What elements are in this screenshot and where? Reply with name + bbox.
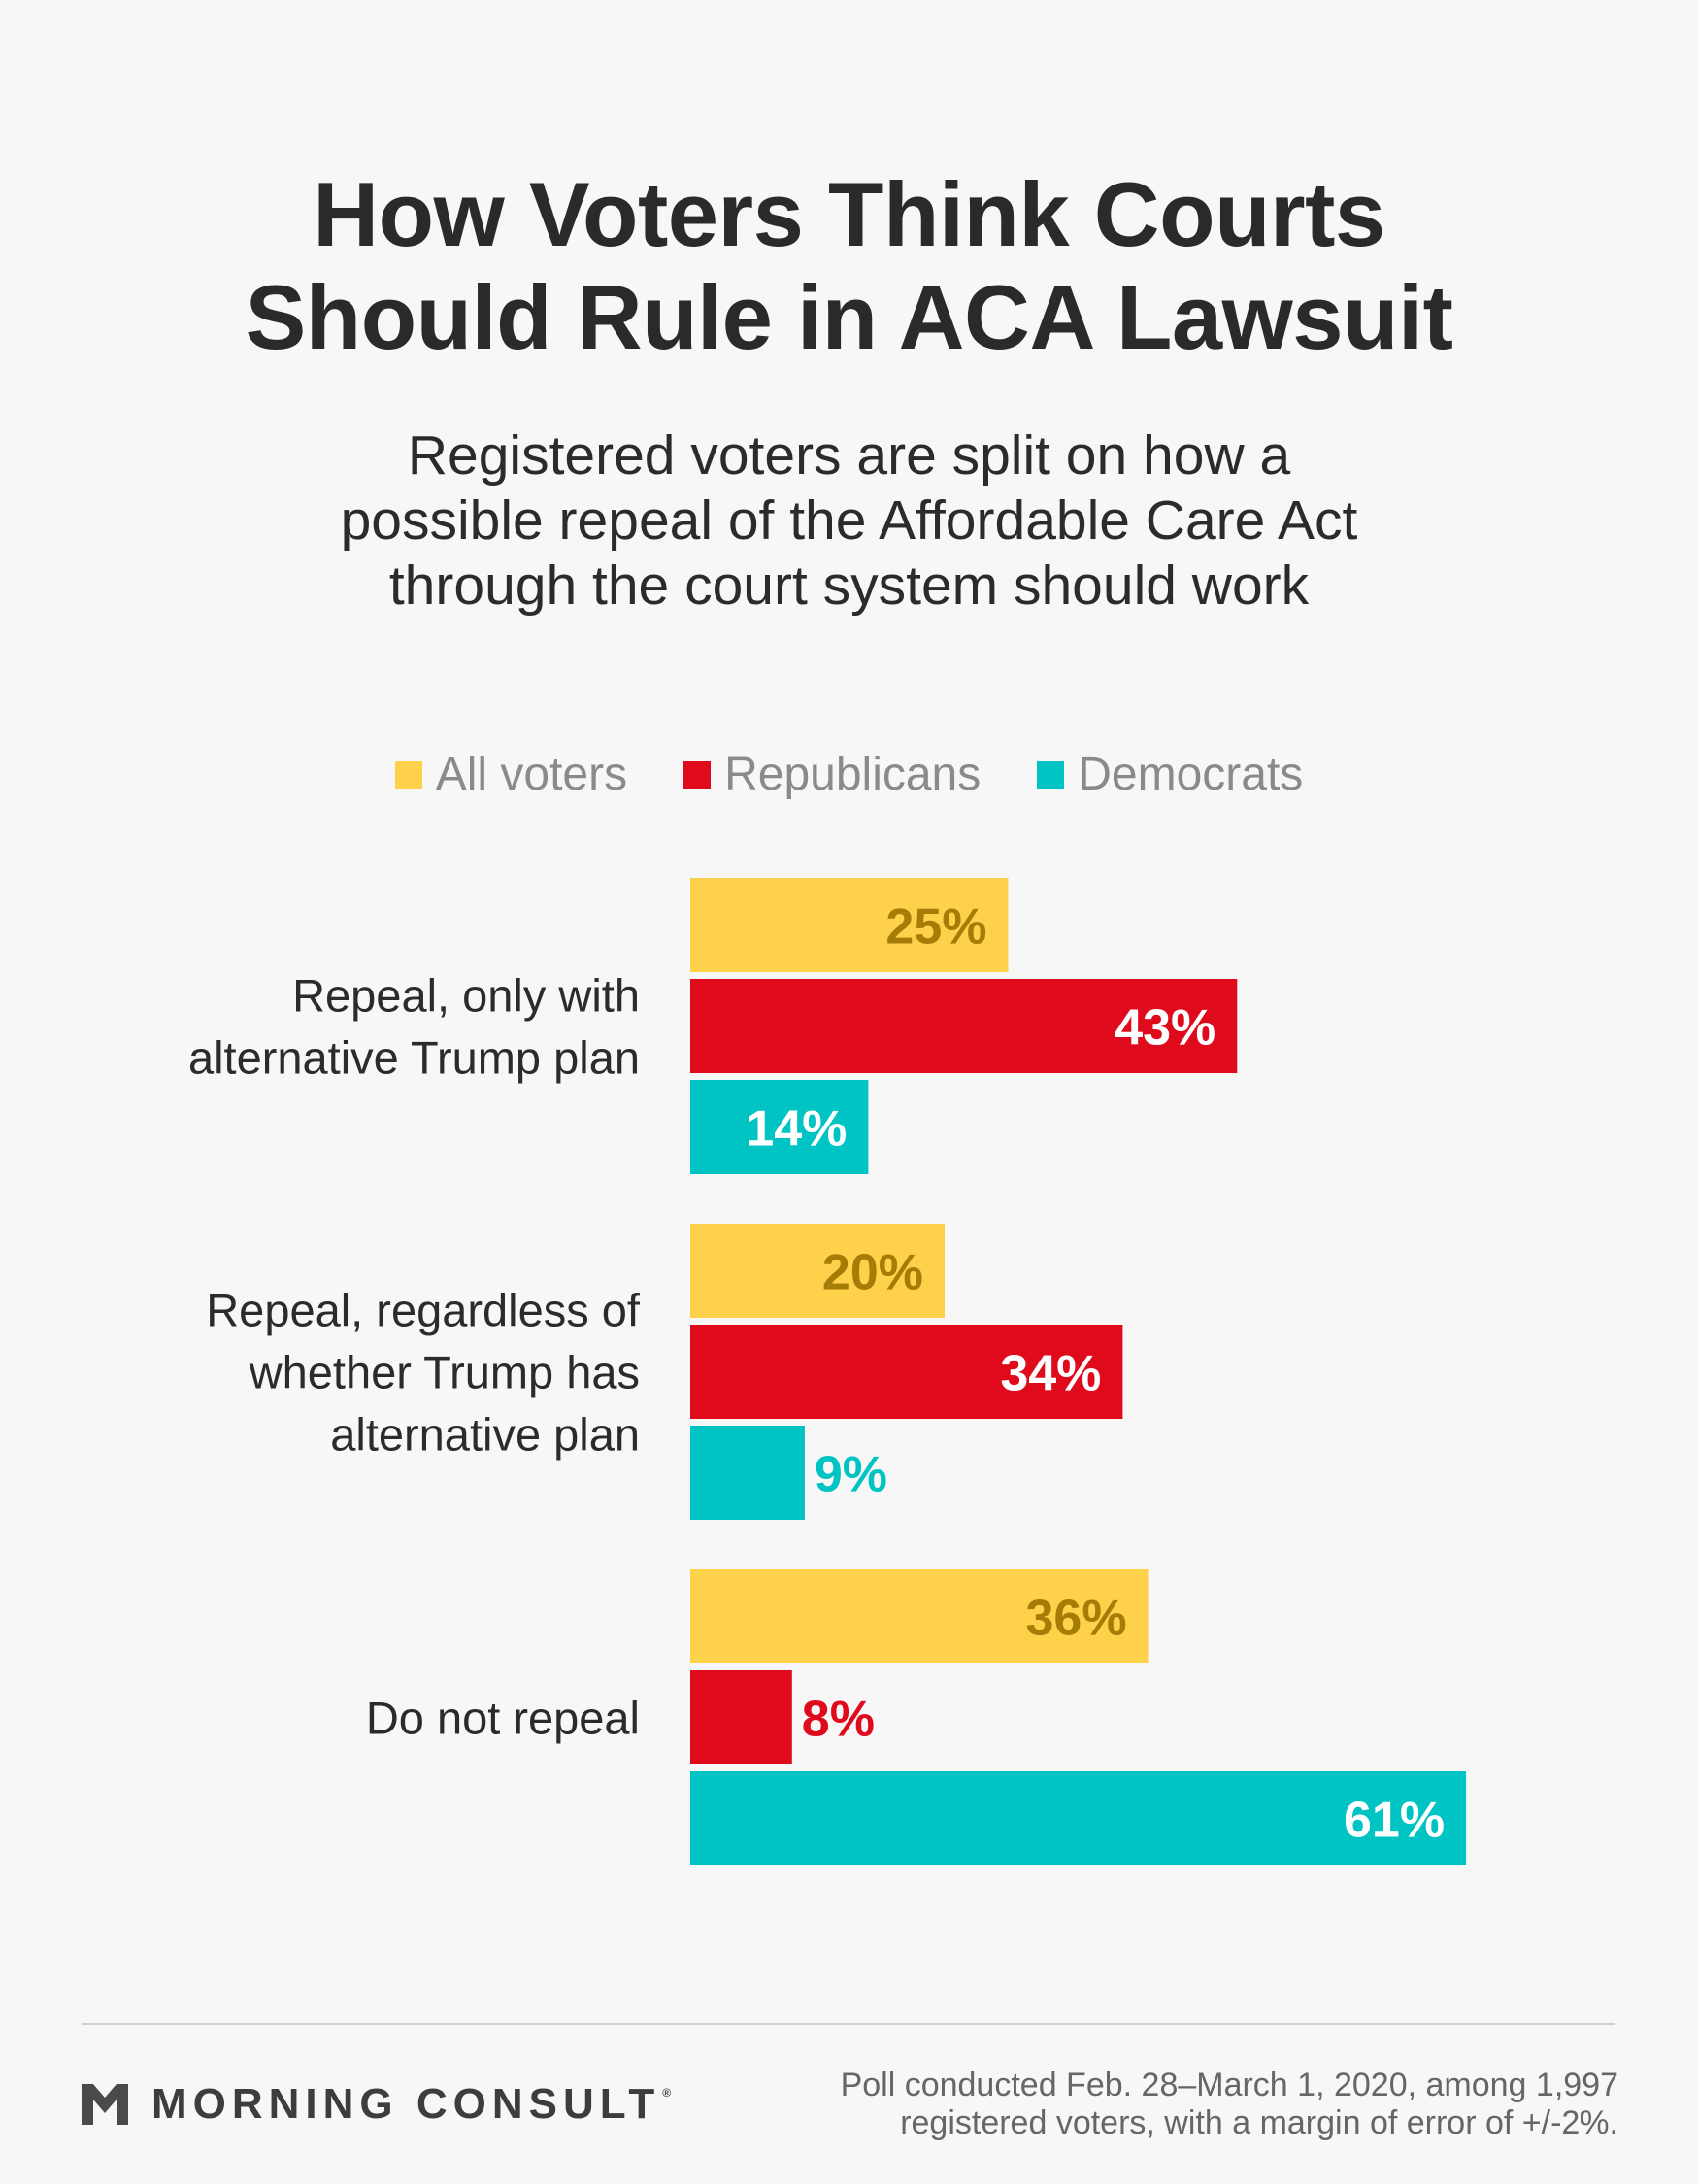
footnote: Poll conducted Feb. 28–March 1, 2020, am… — [745, 2066, 1618, 2142]
bar-democrats — [690, 1771, 1467, 1865]
bar-democrats — [690, 1426, 805, 1520]
subtitle-line-1: Registered voters are split on how a — [407, 424, 1291, 487]
category-label: alternative Trump plan — [188, 1032, 640, 1084]
legend-swatch-all-voters — [394, 761, 422, 789]
category-label: Repeal, regardless of — [206, 1285, 641, 1336]
data-label-democrats: 61% — [1344, 1793, 1445, 1849]
bar-republicans — [690, 1325, 1123, 1419]
subtitle-line-2: possible repeal of the Affordable Care A… — [340, 489, 1358, 552]
bar-chart: Repeal, only with alternative Trump plan 2… — [188, 878, 1467, 1865]
title-line-1: How Voters Think Courts — [313, 163, 1385, 265]
legend-item-democrats: Democrats — [1037, 746, 1303, 804]
category-label: whether Trump has — [249, 1347, 640, 1398]
category-label: Repeal, only with — [292, 970, 640, 1022]
brand-logo: MORNING CONSULT ® — [82, 2080, 671, 2129]
legend-label-democrats: Democrats — [1078, 749, 1304, 800]
chart-title: How Voters Think Courts Should Rule in A… — [0, 163, 1698, 369]
legend-swatch-democrats — [1037, 761, 1065, 789]
data-label-republicans: 8% — [802, 1692, 875, 1748]
bar-republicans — [690, 1670, 792, 1764]
category-label: Do not repeal — [366, 1693, 640, 1744]
subtitle-line-3: through the court system should work — [388, 554, 1310, 617]
bar-all-voters — [690, 1224, 945, 1318]
legend-item-republicans: Republicans — [683, 746, 981, 804]
legend-label-republicans: Republicans — [724, 749, 982, 800]
data-label-all-voters: 36% — [1026, 1591, 1127, 1647]
data-label-republicans: 34% — [1000, 1346, 1101, 1402]
bar-democrats — [690, 1080, 869, 1174]
footer-divider — [82, 2023, 1615, 2025]
legend-swatch-republicans — [683, 761, 712, 789]
morning-consult-logo-icon — [82, 2084, 128, 2125]
bar-all-voters — [690, 878, 1009, 972]
legend-label-all-voters: All voters — [435, 749, 628, 800]
footnote-line-2: registered voters, with a margin of erro… — [900, 2104, 1618, 2141]
chart-subtitle: Registered voters are split on how a pos… — [194, 423, 1504, 619]
footnote-line-1: Poll conducted Feb. 28–March 1, 2020, am… — [840, 2066, 1618, 2103]
legend-item-all-voters: All voters — [394, 746, 628, 804]
data-label-all-voters: 25% — [885, 899, 986, 956]
brand-registered-mark: ® — [662, 2086, 672, 2100]
data-label-democrats: 9% — [815, 1447, 887, 1503]
data-label-republicans: 43% — [1115, 1000, 1215, 1057]
brand-name-text: MORNING CONSULT — [151, 2080, 661, 2128]
legend: All voters Republicans Democrats — [0, 746, 1698, 804]
bar-all-voters — [690, 1569, 1149, 1663]
data-label-democrats: 14% — [746, 1101, 847, 1158]
title-line-2: Should Rule in ACA Lawsuit — [245, 266, 1453, 368]
bar-republicans — [690, 979, 1238, 1073]
data-label-all-voters: 20% — [822, 1245, 923, 1301]
brand-name: MORNING CONSULT ® — [151, 2080, 671, 2129]
category-label: alternative plan — [330, 1409, 640, 1461]
